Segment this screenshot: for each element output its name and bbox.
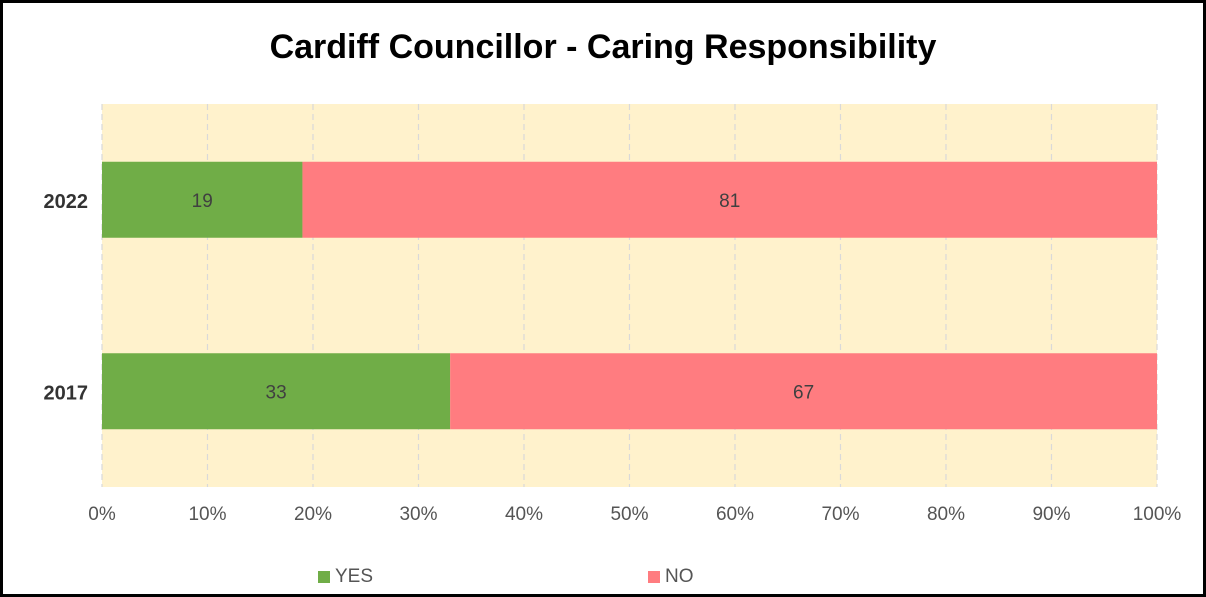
x-tick-label: 20% (294, 504, 332, 525)
bar-no-2022 (302, 161, 1157, 238)
data-label: 67 (793, 382, 814, 403)
legend-item: YES (318, 566, 373, 588)
x-tick-label: 70% (821, 504, 859, 525)
x-tick-label: 60% (716, 504, 754, 525)
data-label: 19 (192, 191, 213, 212)
data-label: 33 (266, 382, 287, 403)
legend-swatch (318, 571, 330, 583)
data-label: 81 (719, 191, 740, 212)
x-tick-label: 80% (927, 504, 965, 525)
category-label: 2022 (44, 191, 89, 213)
chart-title: Cardiff Councillor - Caring Responsibili… (269, 28, 937, 66)
bar-yes-2017 (102, 353, 451, 430)
x-tick-label: 30% (399, 504, 437, 525)
legend: YES NO (0, 566, 1206, 590)
legend-item: NO (648, 566, 694, 588)
x-tick-label: 0% (88, 504, 116, 525)
category-label: 2017 (44, 382, 89, 404)
legend-swatch (648, 571, 660, 583)
x-tick-label: 10% (188, 504, 226, 525)
legend-label: YES (335, 566, 374, 587)
x-tick-label: 40% (505, 504, 543, 525)
bar-no-2017 (450, 353, 1157, 430)
x-tick-label: 90% (1032, 504, 1070, 525)
bar-yes-2022 (102, 161, 303, 238)
legend-label: NO (665, 566, 694, 587)
x-tick-label: 50% (610, 504, 648, 525)
x-tick-label: 100% (1133, 504, 1182, 525)
